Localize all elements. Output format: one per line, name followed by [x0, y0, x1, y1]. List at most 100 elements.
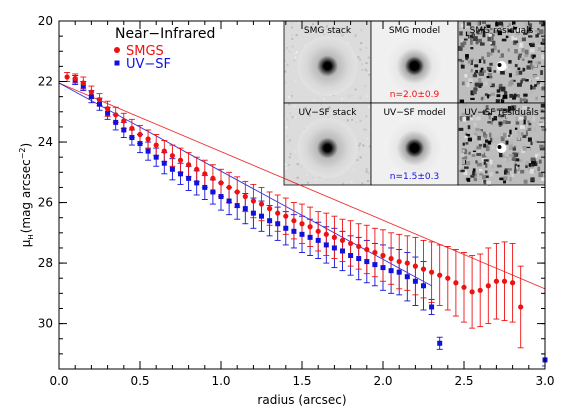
residual-pixel: [480, 67, 484, 73]
smgs-point: [356, 243, 362, 250]
residual-pixel: [496, 86, 499, 89]
stack-noise: [367, 105, 370, 108]
stack-noise: [296, 163, 299, 166]
residual-pixel: [500, 136, 505, 142]
residual-pixel: [509, 129, 512, 135]
stack-noise: [321, 28, 324, 31]
residual-pixel: [462, 149, 465, 153]
stack-noise: [309, 23, 312, 26]
inset-label: SMG stack: [304, 26, 352, 36]
residual-pixel: [530, 177, 535, 182]
residual-pixel: [529, 43, 535, 47]
residual-pixel: [525, 81, 530, 84]
residual-pixel: [517, 133, 521, 137]
residual-pixel: [498, 85, 501, 90]
residual-pixel: [530, 141, 533, 146]
residual-pixel: [479, 130, 483, 134]
stack-noise: [307, 181, 310, 184]
stack-noise: [284, 49, 287, 52]
residual-pixel: [528, 35, 533, 38]
residual-pixel: [499, 53, 504, 58]
residual-pixel: [513, 145, 516, 148]
stack-noise: [327, 116, 330, 119]
residual-pixel: [498, 115, 503, 120]
residual-pixel: [525, 132, 528, 136]
smgs-point: [388, 255, 394, 262]
residual-pixel: [478, 84, 482, 88]
residual-pixel: [517, 136, 521, 141]
residual-pixel: [467, 137, 472, 142]
residual-pixel: [467, 36, 471, 39]
stack-noise: [323, 33, 326, 36]
residual-pixel: [535, 77, 540, 80]
residual-pixel: [505, 114, 511, 119]
residual-pixel: [508, 154, 514, 157]
residual-pixel: [533, 170, 536, 173]
stack-noise: [348, 94, 351, 97]
residual-pixel: [534, 30, 539, 33]
x-tick-label: 1.5: [292, 374, 311, 388]
smgs-point: [429, 269, 435, 275]
residual-pixel: [492, 145, 495, 150]
residual-pixel: [519, 97, 522, 103]
residual-pixel: [527, 60, 533, 64]
residual-pixel: [462, 116, 467, 122]
stack-noise: [304, 30, 307, 33]
residual-pixel: [475, 69, 479, 74]
residual-pixel: [465, 57, 468, 61]
stack-noise: [308, 114, 311, 117]
residual-pixel: [487, 94, 490, 99]
residual-pixel: [487, 72, 493, 78]
residual-pixel: [528, 163, 532, 167]
smgs-point: [396, 258, 402, 265]
stack-noise: [293, 105, 296, 108]
residual-pixel: [491, 34, 495, 37]
stack-noise: [311, 176, 314, 179]
residual-pixel: [462, 142, 465, 146]
stack-noise: [328, 106, 331, 109]
residual-pixel: [479, 173, 483, 176]
residual-pixel: [505, 140, 509, 145]
smgs-point: [194, 166, 200, 172]
residual-pixel: [509, 141, 514, 145]
residual-pixel: [470, 60, 474, 65]
residual-pixel: [464, 74, 468, 78]
residual-pixel: [514, 49, 518, 54]
uvsf-point: [267, 218, 273, 224]
stack-noise: [324, 111, 327, 114]
smgs-point: [186, 162, 192, 168]
uvsf-point: [202, 184, 208, 190]
stack-noise: [291, 34, 294, 37]
inset-sersic-index: n=2.0±0.9: [390, 90, 440, 100]
residual-pixel: [490, 92, 496, 96]
uvsf-point: [421, 283, 426, 289]
residual-pixel: [470, 40, 473, 45]
residual-pixel: [540, 70, 543, 76]
stack-noise: [365, 69, 368, 72]
smgs-point: [96, 97, 103, 103]
residual-pixel: [522, 67, 526, 72]
smgs-point: [445, 275, 451, 281]
residual-pixel: [521, 148, 526, 153]
residual-pixel: [514, 37, 518, 42]
residual-pixel: [483, 179, 486, 183]
residual-pixel: [465, 142, 469, 145]
residual-pixel: [502, 108, 507, 112]
stack-noise: [333, 110, 336, 113]
y-axis-superscript: −2: [18, 147, 27, 159]
uvsf-point: [178, 171, 183, 177]
residual-pixel: [458, 58, 462, 62]
residual-pixel: [520, 169, 525, 174]
residual-pixel: [500, 86, 506, 92]
stack-source: [297, 36, 358, 96]
stack-noise: [339, 31, 342, 34]
residual-pixel: [496, 94, 501, 98]
stack-noise: [322, 98, 325, 101]
smgs-point: [331, 234, 337, 240]
smgs-point: [177, 157, 184, 163]
stack-noise: [361, 182, 364, 185]
residual-pixel: [479, 69, 482, 73]
residual-pixel: [488, 33, 493, 37]
residual-pixel: [472, 36, 478, 41]
residual-pixel: [522, 105, 527, 110]
